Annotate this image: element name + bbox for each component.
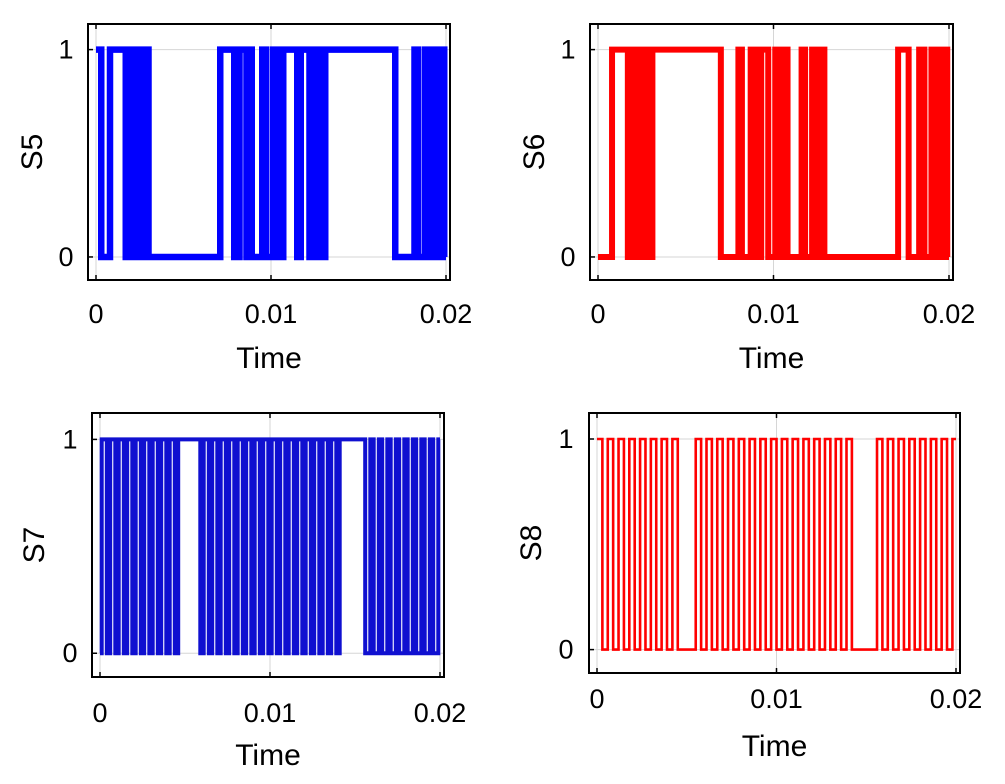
axes-frame <box>87 23 451 281</box>
x-tick-label: 0.02 <box>420 299 473 329</box>
y-tick-label: 0 <box>558 635 573 665</box>
y-tick-label: 1 <box>558 424 573 454</box>
chart-panel-7: 0 0.01 0.02 0 1 Time S7 <box>18 412 467 772</box>
signal-line-S7 <box>99 437 441 656</box>
x-axis-title: Time <box>742 730 808 763</box>
chart-panel-5: 0 0.01 0.02 0 1 Time S5 <box>16 23 473 375</box>
axes-frame <box>588 412 961 674</box>
y-tick-label: 0 <box>62 638 77 668</box>
x-tick-label: 0.01 <box>245 299 298 329</box>
x-tick-label: 0 <box>92 698 107 728</box>
axes-frame <box>589 23 954 281</box>
chart-panel-6: 0 0.01 0.02 0 1 Time S6 <box>518 23 976 375</box>
chart-panel-8: 0 0.01 0.02 0 1 Time S8 <box>515 412 983 763</box>
x-tick-label: 0 <box>88 299 103 329</box>
x-tick-label: 0.01 <box>747 299 800 329</box>
x-tick-label: 0.01 <box>750 684 803 714</box>
y-axis-title: S8 <box>515 525 548 562</box>
axes-frame <box>91 412 445 678</box>
y-axis-title: S6 <box>518 134 551 171</box>
x-tick-label: 0.02 <box>414 698 467 728</box>
y-axis-title: S5 <box>16 134 49 171</box>
y-tick-label: 0 <box>560 242 575 272</box>
x-tick-label: 0 <box>589 684 604 714</box>
signal-line-S8 <box>597 437 956 651</box>
x-tick-label: 0.01 <box>244 698 297 728</box>
x-axis-title: Time <box>235 739 301 772</box>
x-tick-label: 0 <box>590 299 605 329</box>
y-tick-label: 1 <box>62 424 77 454</box>
y-tick-label: 1 <box>58 35 73 65</box>
y-axis-title: S7 <box>18 527 51 564</box>
y-tick-label: 1 <box>560 35 575 65</box>
y-tick-label: 0 <box>58 242 73 272</box>
x-axis-title: Time <box>236 342 302 375</box>
x-tick-label: 0.02 <box>930 684 983 714</box>
signal-line-S6 <box>598 46 951 260</box>
signal-line-S5 <box>96 46 448 261</box>
x-tick-label: 0.02 <box>923 299 976 329</box>
x-axis-title: Time <box>739 342 805 375</box>
